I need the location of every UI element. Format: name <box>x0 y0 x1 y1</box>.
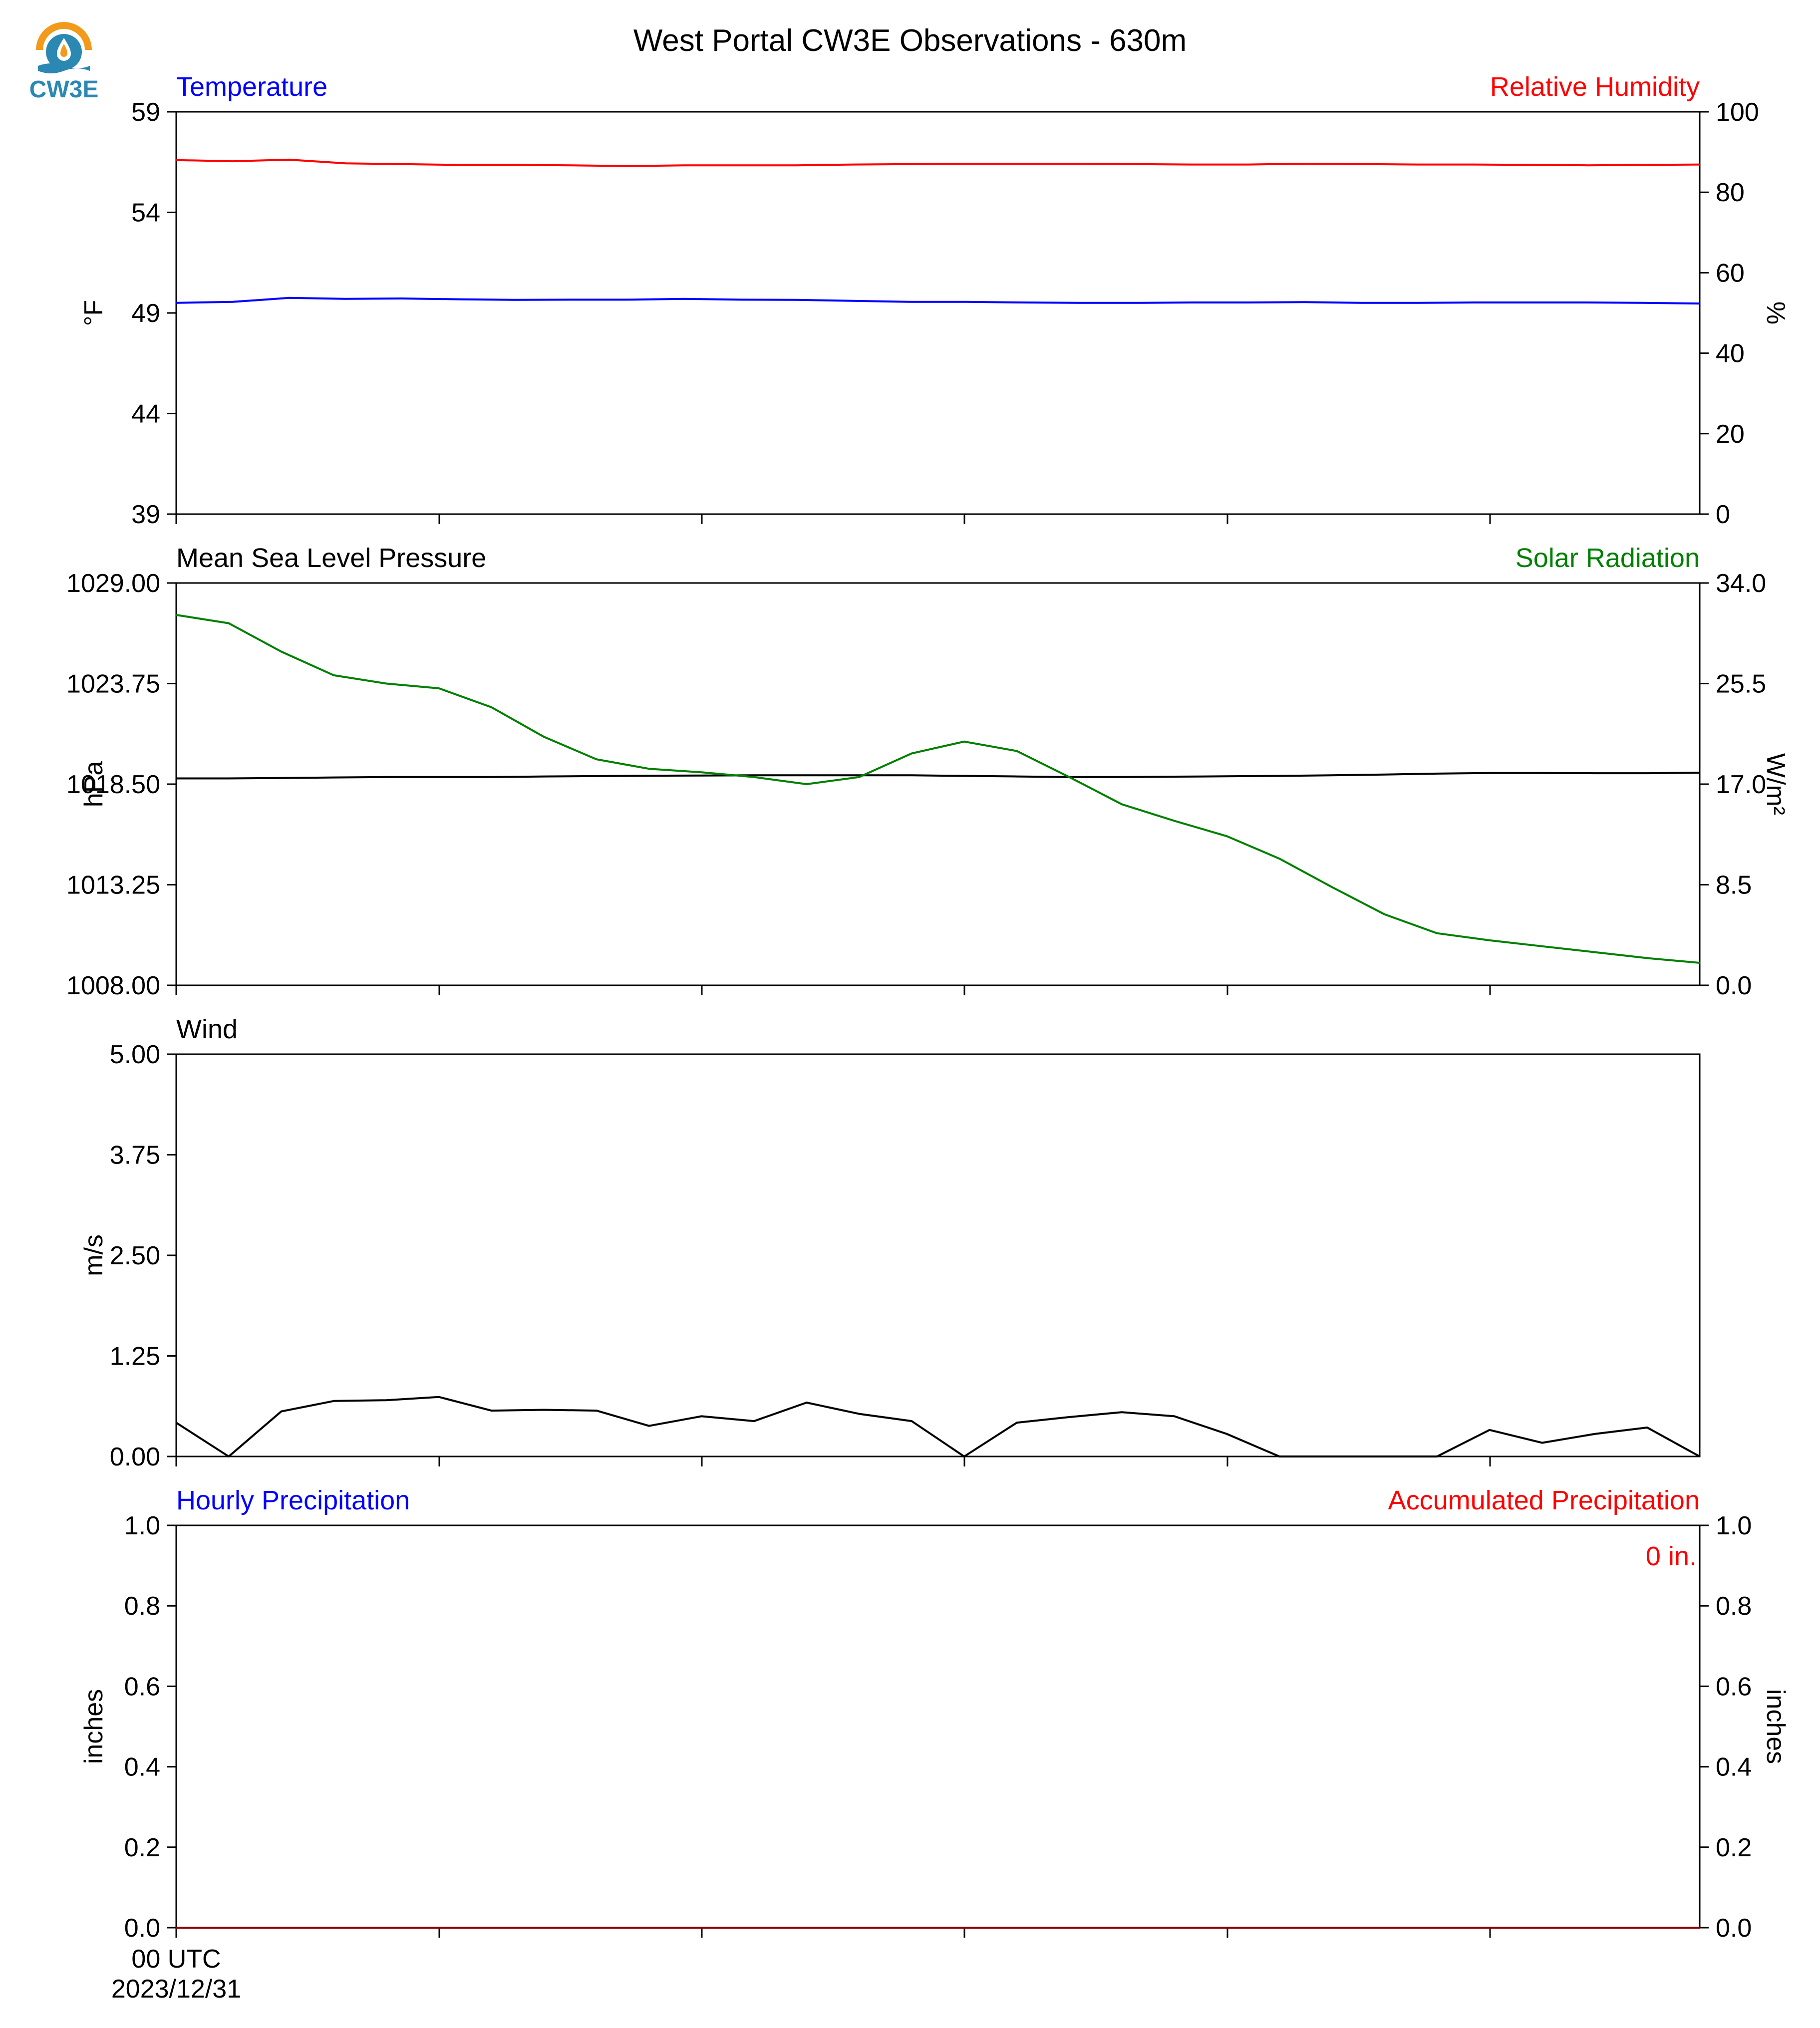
plot-frame <box>175 582 1701 986</box>
panel-right-title: Accumulated Precipitation <box>1388 1485 1700 1515</box>
y-tick-label: 49 <box>131 299 160 328</box>
chart-panel-pressure-solar: Mean Sea Level Pressure Solar Radiation 10… <box>66 543 1790 1000</box>
y-axis-label-right: W/m² <box>1761 753 1790 815</box>
y-tick-label: 1018.50 <box>66 770 160 799</box>
x-tick-label-date: 2023/12/31 <box>111 1975 241 2004</box>
series-line-relative-humidity <box>176 158 1700 167</box>
y-tick-label-right: 17.0 <box>1716 770 1766 799</box>
y-axis-label: °F <box>79 300 108 326</box>
figure-title: West Portal CW3E Observations - 630m <box>633 23 1187 58</box>
panel-left-title: Wind <box>176 1014 238 1044</box>
logo-text: CW3E <box>29 76 99 103</box>
y-tick-label: 2.50 <box>110 1241 160 1270</box>
chart-panel-temp-rh: Temperature Relative Humidity 59 54 49 44 39 10… <box>79 72 1790 529</box>
y-tick-label: 3.75 <box>110 1141 160 1170</box>
y-tick-label-right: 8.5 <box>1716 871 1752 900</box>
y-axis-label: m/s <box>79 1234 108 1276</box>
y-axis-label: inches <box>79 1689 108 1764</box>
x-tick-label-time: 00 UTC <box>131 1945 221 1974</box>
y-tick-label-right: 100 <box>1716 98 1759 127</box>
y-tick-label-right: 0.0 <box>1716 1914 1752 1943</box>
y-tick-label-right: 40 <box>1716 339 1745 368</box>
series-line-mean-sea-level-pressure <box>176 772 1700 780</box>
y-tick-label: 0.6 <box>124 1672 160 1701</box>
y-tick-label: 5.00 <box>110 1040 160 1069</box>
y-tick-label: 0.2 <box>124 1833 160 1862</box>
chart-panel-precip: Hourly Precipitation Accumulated Precipit… <box>79 1485 1790 2004</box>
y-tick-label-right: 60 <box>1716 259 1745 288</box>
y-tick-label: 0.00 <box>110 1443 160 1471</box>
y-tick-label: 0.8 <box>124 1592 160 1621</box>
y-tick-label: 44 <box>131 400 160 429</box>
cw3e-logo-icon: CW3E <box>29 22 99 103</box>
y-tick-label: 1029.00 <box>66 569 160 598</box>
plot-frame <box>175 1524 1701 1929</box>
panel-right-title: Solar Radiation <box>1516 543 1700 573</box>
y-tick-label-right: 0.8 <box>1716 1592 1752 1621</box>
y-tick-label: 54 <box>131 199 160 228</box>
y-tick-label: 1013.25 <box>66 871 160 900</box>
y-tick-label: 1023.75 <box>66 670 160 699</box>
y-tick-label: 0.4 <box>124 1753 160 1782</box>
y-tick-label-right: 0.4 <box>1716 1753 1752 1782</box>
y-tick-label-right: 25.5 <box>1716 670 1766 699</box>
y-tick-label: 1008.00 <box>66 971 160 1000</box>
y-tick-label-right: 1.0 <box>1716 1511 1752 1540</box>
series-line-solar-radiation <box>176 614 1700 964</box>
y-tick-label-right: 20 <box>1716 420 1745 449</box>
y-tick-label-right: 0 <box>1716 500 1730 529</box>
panel-left-title: Temperature <box>176 72 327 102</box>
y-tick-label-right: 0.6 <box>1716 1672 1752 1701</box>
y-tick-label: 59 <box>131 98 160 127</box>
y-tick-label-right: 0.2 <box>1716 1833 1752 1862</box>
y-axis-label-right: inches <box>1761 1689 1790 1764</box>
y-tick-label-right: 80 <box>1716 178 1745 207</box>
y-tick-label: 1.25 <box>110 1342 160 1371</box>
y-axis-label-right: % <box>1761 301 1790 324</box>
plot-frame <box>175 1053 1701 1457</box>
y-tick-label: 39 <box>131 500 160 529</box>
y-tick-label-right: 0.0 <box>1716 971 1752 1000</box>
panel-left-title: Hourly Precipitation <box>176 1485 410 1515</box>
y-tick-label-right: 34.0 <box>1716 569 1766 598</box>
series-line-wind <box>175 1396 1700 1457</box>
series-line-temperature <box>176 296 1700 305</box>
y-tick-label: 1.0 <box>124 1511 160 1540</box>
panel-right-title: Relative Humidity <box>1490 72 1700 102</box>
panel-left-title: Mean Sea Level Pressure <box>176 543 486 573</box>
chart-panel-wind: Wind 5.00 3.75 2.50 1.25 0.00 m/s <box>79 1014 1701 1471</box>
plot-frame <box>175 111 1701 515</box>
y-axis-label: hPa <box>79 761 108 808</box>
accumulated-total-annotation: 0 in. <box>1646 1541 1697 1571</box>
y-tick-label: 0.0 <box>124 1914 160 1943</box>
